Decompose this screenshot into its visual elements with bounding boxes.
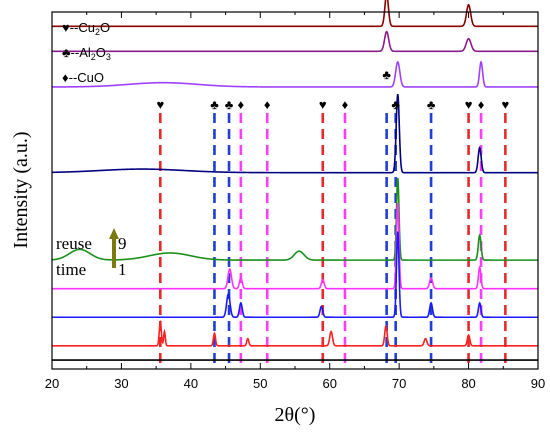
phase-marker: ♥ bbox=[319, 97, 327, 112]
x-tick-label: 90 bbox=[531, 376, 545, 391]
phase-marker: ♣ bbox=[210, 97, 219, 112]
series-line-2 bbox=[52, 30, 538, 53]
x-tick-label: 20 bbox=[45, 376, 59, 391]
annotation-bottom-number: 1 bbox=[118, 260, 127, 279]
annotation-time-label: time bbox=[56, 260, 86, 279]
series-line-3 bbox=[52, 60, 538, 88]
phase-marker: ♦ bbox=[342, 97, 349, 112]
plot-frame bbox=[51, 11, 539, 370]
legend-entry-1: ♥--Cu2O bbox=[62, 20, 110, 37]
phase-marker: ♥ bbox=[465, 97, 473, 112]
x-tick-label: 40 bbox=[184, 376, 198, 391]
phase-marker: ♦ bbox=[478, 97, 485, 112]
phase-marker: ♥ bbox=[156, 97, 164, 112]
x-tick-label: 50 bbox=[253, 376, 267, 391]
series-line-1 bbox=[52, 0, 538, 28]
reuse-arrow-head bbox=[109, 228, 119, 239]
legend-entry-2: ♣--Al2O3 bbox=[62, 45, 111, 62]
legend-entry-3: ♦--CuO bbox=[62, 70, 104, 85]
x-axis-label: 2θ(°) bbox=[275, 404, 316, 426]
annotation-top-number: 9 bbox=[118, 234, 127, 253]
series-line-8 bbox=[52, 319, 538, 347]
series-line-6 bbox=[52, 202, 538, 290]
legend: ♥--Cu2O ♣--Al2O3 ♦--CuO bbox=[62, 20, 111, 85]
x-tick-label: 30 bbox=[114, 376, 128, 391]
series-group bbox=[51, 0, 538, 361]
phase-marker: ♦ bbox=[238, 97, 245, 112]
x-tick-label: 80 bbox=[461, 376, 475, 391]
phase-markers: ♥ ♣ ♣ ♦ ♦ ♥ ♦♣♣ ♣ ♥ ♦ ♥ bbox=[156, 67, 509, 112]
annotation-reuse-label: reuse bbox=[56, 234, 92, 253]
y-axis-label: Intensity (a.u.) bbox=[10, 131, 32, 248]
series-line-7 bbox=[52, 231, 538, 319]
phase-marker: ♣ bbox=[382, 67, 391, 82]
series-line-5 bbox=[51, 177, 538, 261]
phase-marker: ♣ bbox=[427, 97, 436, 112]
phase-marker: ♣ bbox=[225, 97, 234, 112]
x-tick-label: 70 bbox=[392, 376, 406, 391]
series-line-4 bbox=[51, 93, 538, 174]
reuse-annotation: reuse time 9 1 bbox=[56, 228, 127, 279]
phase-marker: ♣ bbox=[391, 97, 400, 112]
x-axis-ticks: 20 30 40 50 60 70 80 90 bbox=[45, 12, 545, 391]
x-tick-label: 60 bbox=[322, 376, 336, 391]
reference-lines bbox=[159, 113, 507, 369]
phase-marker: ♦ bbox=[264, 97, 271, 112]
reuse-arrow-body bbox=[112, 238, 116, 268]
phase-marker: ♥ bbox=[502, 97, 510, 112]
